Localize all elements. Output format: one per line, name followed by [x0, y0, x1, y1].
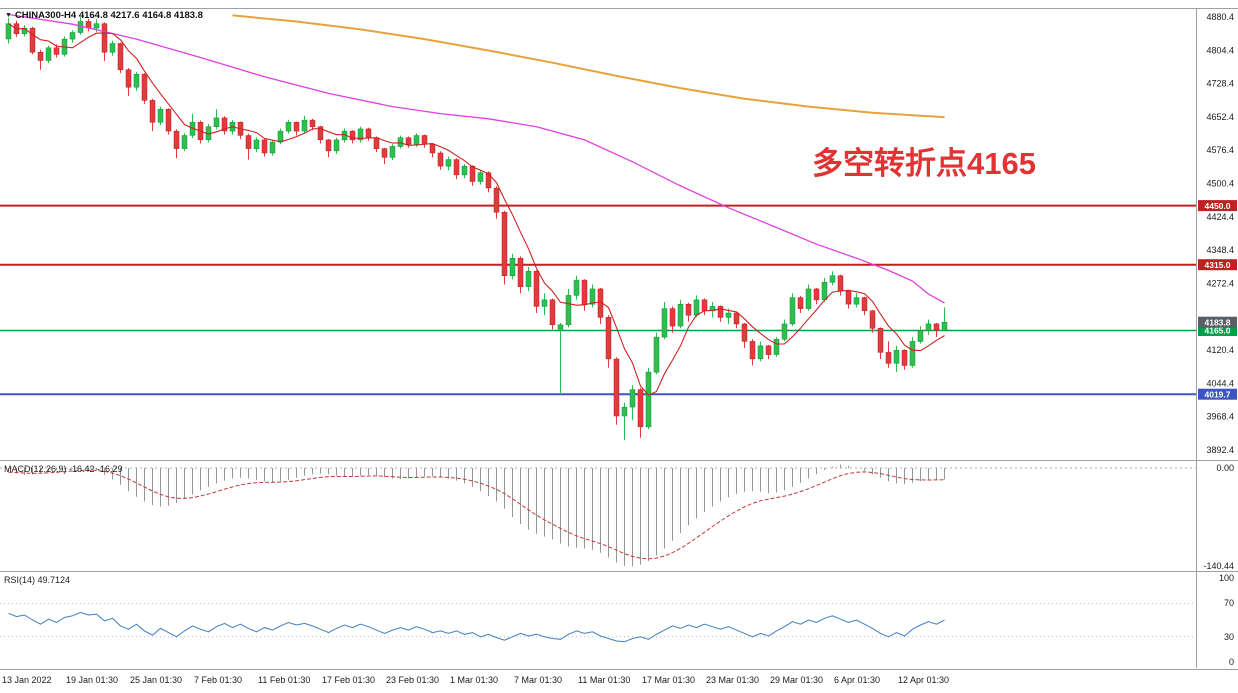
time-axis-label: 7 Feb 01:30: [194, 675, 243, 685]
rsi-panel[interactable]: 100 70 30 0: [0, 572, 1238, 668]
ma-fast-red: [8, 23, 945, 396]
resistance-line-4450[interactable]: 4450.0: [0, 200, 1237, 212]
time-axis-label: 7 Mar 01:30: [514, 675, 563, 685]
macd-signal-line: [8, 469, 945, 560]
ma-mid-magenta: [8, 13, 945, 304]
macd-label: MACD(12,26,9) -16.42 -16.29: [4, 464, 123, 474]
rsi-axis-label: 0: [1229, 657, 1234, 667]
price-axis-label: 4500.4: [1206, 179, 1234, 189]
price-axis-label: 4880.4: [1206, 12, 1234, 22]
price-axis-label: 4272.4: [1206, 278, 1234, 288]
time-axis-label: 12 Apr 01:30: [898, 675, 950, 685]
macd-axis-label: -140.44: [1203, 561, 1234, 571]
time-axis-label: 19 Jan 01:30: [66, 675, 119, 685]
time-axis-label: 29 Mar 01:30: [770, 675, 824, 685]
chart-title-text: CHINA300-H4 4164.8 4217.6 4164.8 4183.8: [14, 10, 203, 21]
price-axis-label: 4424.4: [1206, 212, 1234, 222]
svg-text:4019.7: 4019.7: [1205, 389, 1231, 399]
svg-text:4315.0: 4315.0: [1205, 260, 1231, 270]
price-axis-label: 4728.4: [1206, 79, 1234, 89]
chart-title: ▼ CHINA300-H4 4164.8 4217.6 4164.8 4183.…: [5, 10, 203, 21]
time-axis-label: 11 Mar 01:30: [578, 675, 631, 685]
time-axis-label: 23 Feb 01:30: [386, 675, 440, 685]
rsi-axis-label: 100: [1219, 573, 1234, 583]
svg-text:4450.0: 4450.0: [1205, 201, 1231, 211]
price-axis-border: [1196, 8, 1197, 668]
price-axis-label: 3968.4: [1206, 412, 1234, 422]
macd-axis-label: 0.00: [1216, 463, 1234, 473]
macd-histogram: [8, 464, 945, 567]
time-axis-label: 17 Mar 01:30: [642, 675, 696, 685]
svg-text:4183.8: 4183.8: [1205, 317, 1231, 327]
rsi-label: RSI(14) 49.7124: [4, 575, 71, 585]
price-axis-label: 4576.4: [1206, 145, 1234, 155]
ma-slow-orange: [232, 14, 945, 119]
price-axis-label: 3892.4: [1206, 445, 1234, 455]
time-axis-label: 17 Feb 01:30: [322, 675, 376, 685]
candles: [5, 17, 948, 440]
price-axis-label: 4044.4: [1206, 378, 1234, 388]
annotation-text[interactable]: 多空转折点4165: [812, 146, 1036, 181]
rsi-axis-label: 70: [1224, 598, 1234, 608]
support-line-4019[interactable]: 4019.7: [0, 388, 1237, 400]
rsi-line: [8, 611, 945, 643]
price-axis-label: 4348.4: [1206, 245, 1234, 255]
macd-panel[interactable]: 0.00 -140.44: [0, 461, 1238, 571]
price-axis-label: 4652.4: [1206, 112, 1234, 122]
pivot-line-4165[interactable]: 4165.0: [0, 325, 1237, 336]
current-price-badge: 4183.8: [1198, 316, 1237, 328]
panel-separator: [0, 8, 1238, 9]
time-axis-label: 13 Jan 2022: [2, 675, 52, 685]
time-axis-label: 6 Apr 01:30: [834, 675, 881, 685]
resistance-line-4315[interactable]: 4315.0: [0, 259, 1237, 271]
svg-text:4165.0: 4165.0: [1205, 326, 1231, 336]
time-axis-label: 1 Mar 01:30: [450, 675, 499, 685]
price-axis-label: 4120.4: [1206, 345, 1234, 355]
dropdown-arrow-icon[interactable]: ▼: [5, 12, 12, 19]
price-axis-label: 4804.4: [1206, 45, 1234, 55]
panel-separator[interactable]: [0, 460, 1238, 461]
panel-separator[interactable]: [0, 571, 1238, 572]
time-axis-label: 23 Mar 01:30: [706, 675, 760, 685]
main-price-chart[interactable]: 4880.4 4804.4 4728.4 4652.4 4576.4 4500.4 4424…: [0, 8, 1238, 460]
time-axis[interactable]: 13 Jan 2022 19 Jan 01:30 25 Jan 01:30 7 Feb…: [0, 669, 1238, 693]
time-axis-label: 11 Feb 01:30: [258, 675, 311, 685]
rsi-axis-label: 30: [1224, 632, 1234, 642]
time-axis-label: 25 Jan 01:30: [130, 675, 183, 685]
